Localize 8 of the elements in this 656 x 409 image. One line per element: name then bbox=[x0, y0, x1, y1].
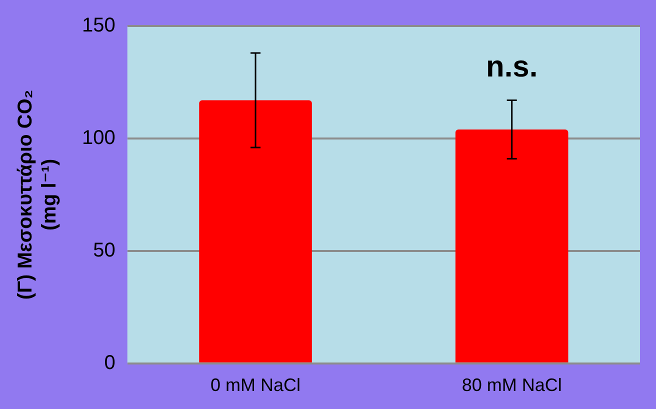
annotation: n.s. bbox=[486, 50, 538, 84]
y-axis-title: (Γ) Μεσοκυττάριο CO₂ (mg l⁻¹) bbox=[14, 90, 61, 300]
x-tick-label: 0 mM NaCl bbox=[210, 375, 301, 396]
x-tick-label: 80 mM NaCl bbox=[462, 375, 562, 396]
y-tick-label: 100 bbox=[82, 126, 116, 149]
y-tick-label: 50 bbox=[93, 239, 116, 262]
y-tick-label: 0 bbox=[104, 352, 116, 374]
y-tick-label: 150 bbox=[82, 14, 116, 37]
